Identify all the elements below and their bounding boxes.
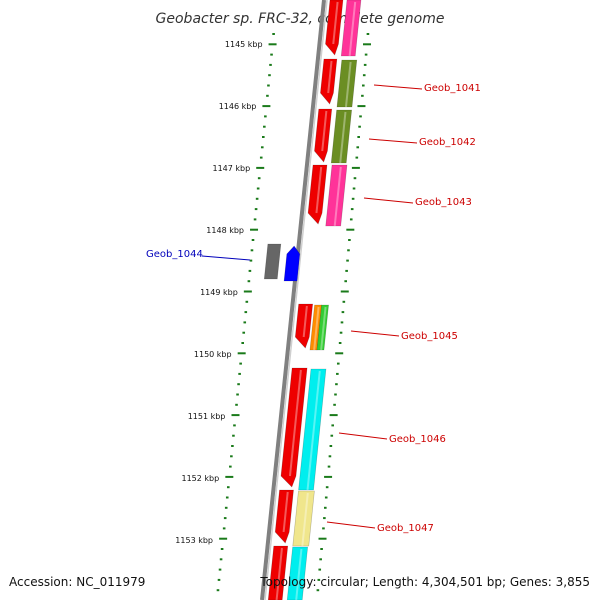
scale-label: 1145 kbp [225,40,263,49]
gene-feature[interactable] [314,108,333,163]
leader-line [373,84,423,90]
gene-feature-shine [306,370,321,491]
gene-label-geob-1043[interactable]: Geob_1043 [415,197,472,208]
gene-feature-shine [332,1,339,45]
gene-feature[interactable] [307,164,328,225]
gene-feature[interactable] [294,303,314,349]
gene-feature[interactable] [336,59,358,108]
scale-label: 1146 kbp [219,102,257,111]
leader-line [363,197,414,204]
topology-text: Topology: circular; Length: 4,304,501 bp… [259,575,590,589]
scale-label: 1147 kbp [212,164,250,173]
leader-line [368,138,418,144]
gene-feature-shine [288,369,302,477]
gene-feature[interactable] [286,546,308,600]
genome-backbone [260,0,326,600]
leader-line [326,521,376,529]
tick-marks [216,33,372,592]
scale-label: 1151 kbp [188,412,226,421]
gene-feature-shine [302,305,308,338]
gene-label-geob-1044[interactable]: Geob_1044 [146,249,203,260]
accession-text: Accession: NC_011979 [9,575,145,589]
gene-feature-shine [348,1,357,57]
scale-label: 1152 kbp [181,474,219,483]
gene-feature-shine [321,110,328,152]
gene-feature[interactable] [325,164,348,227]
gene-feature[interactable] [330,109,353,164]
gene-feature-shine [339,111,347,164]
gene-feature-shine [327,60,333,94]
gene-feature[interactable] [274,489,294,544]
gene-features [263,0,362,600]
scale-label: 1149 kbp [200,288,238,297]
gene-feature-shine [344,61,352,108]
gene-feature[interactable] [320,58,338,105]
map-title: Geobacter sp. FRC-32, complete genome [156,11,445,27]
gene-feature-shine [315,166,323,214]
scale-labels: 1145 kbp 1146 kbp 1147 kbp 1148 kbp 1149 kbp… [175,40,262,545]
gene-feature[interactable] [340,0,362,57]
scale-label: 1153 kbp [175,536,213,545]
label-leader-lines [201,84,423,529]
gene-feature[interactable] [298,368,327,491]
gene-label-geob-1047[interactable]: Geob_1047 [377,523,434,534]
gene-feature[interactable] [283,245,301,282]
gene-label-geob-1041[interactable]: Geob_1041 [424,83,481,94]
genome-backbone-highlight [264,0,328,600]
gene-feature-shine [295,548,303,600]
gene-feature-shine [282,491,289,533]
gene-label-geob-1046[interactable]: Geob_1046 [389,434,446,445]
gene-feature-shine [275,547,283,600]
gene-feature[interactable] [267,545,289,600]
leader-line [350,330,400,337]
leader-line [338,432,388,440]
gene-label-geob-1045[interactable]: Geob_1045 [401,331,458,342]
gene-feature[interactable] [292,490,315,547]
gene-feature-shine [313,306,320,351]
gene-feature-shine [320,306,327,351]
scale-label: 1148 kbp [206,226,244,235]
leader-line [201,255,251,261]
gene-feature[interactable] [280,367,308,488]
gene-label-geob-1042[interactable]: Geob_1042 [419,137,476,148]
gene-feature[interactable] [263,243,282,280]
gene-feature-shine [301,492,309,547]
gene-feature[interactable] [316,304,329,351]
scale-label: 1150 kbp [194,350,232,359]
gene-feature-shine [333,166,342,227]
gene-feature[interactable] [325,0,344,56]
